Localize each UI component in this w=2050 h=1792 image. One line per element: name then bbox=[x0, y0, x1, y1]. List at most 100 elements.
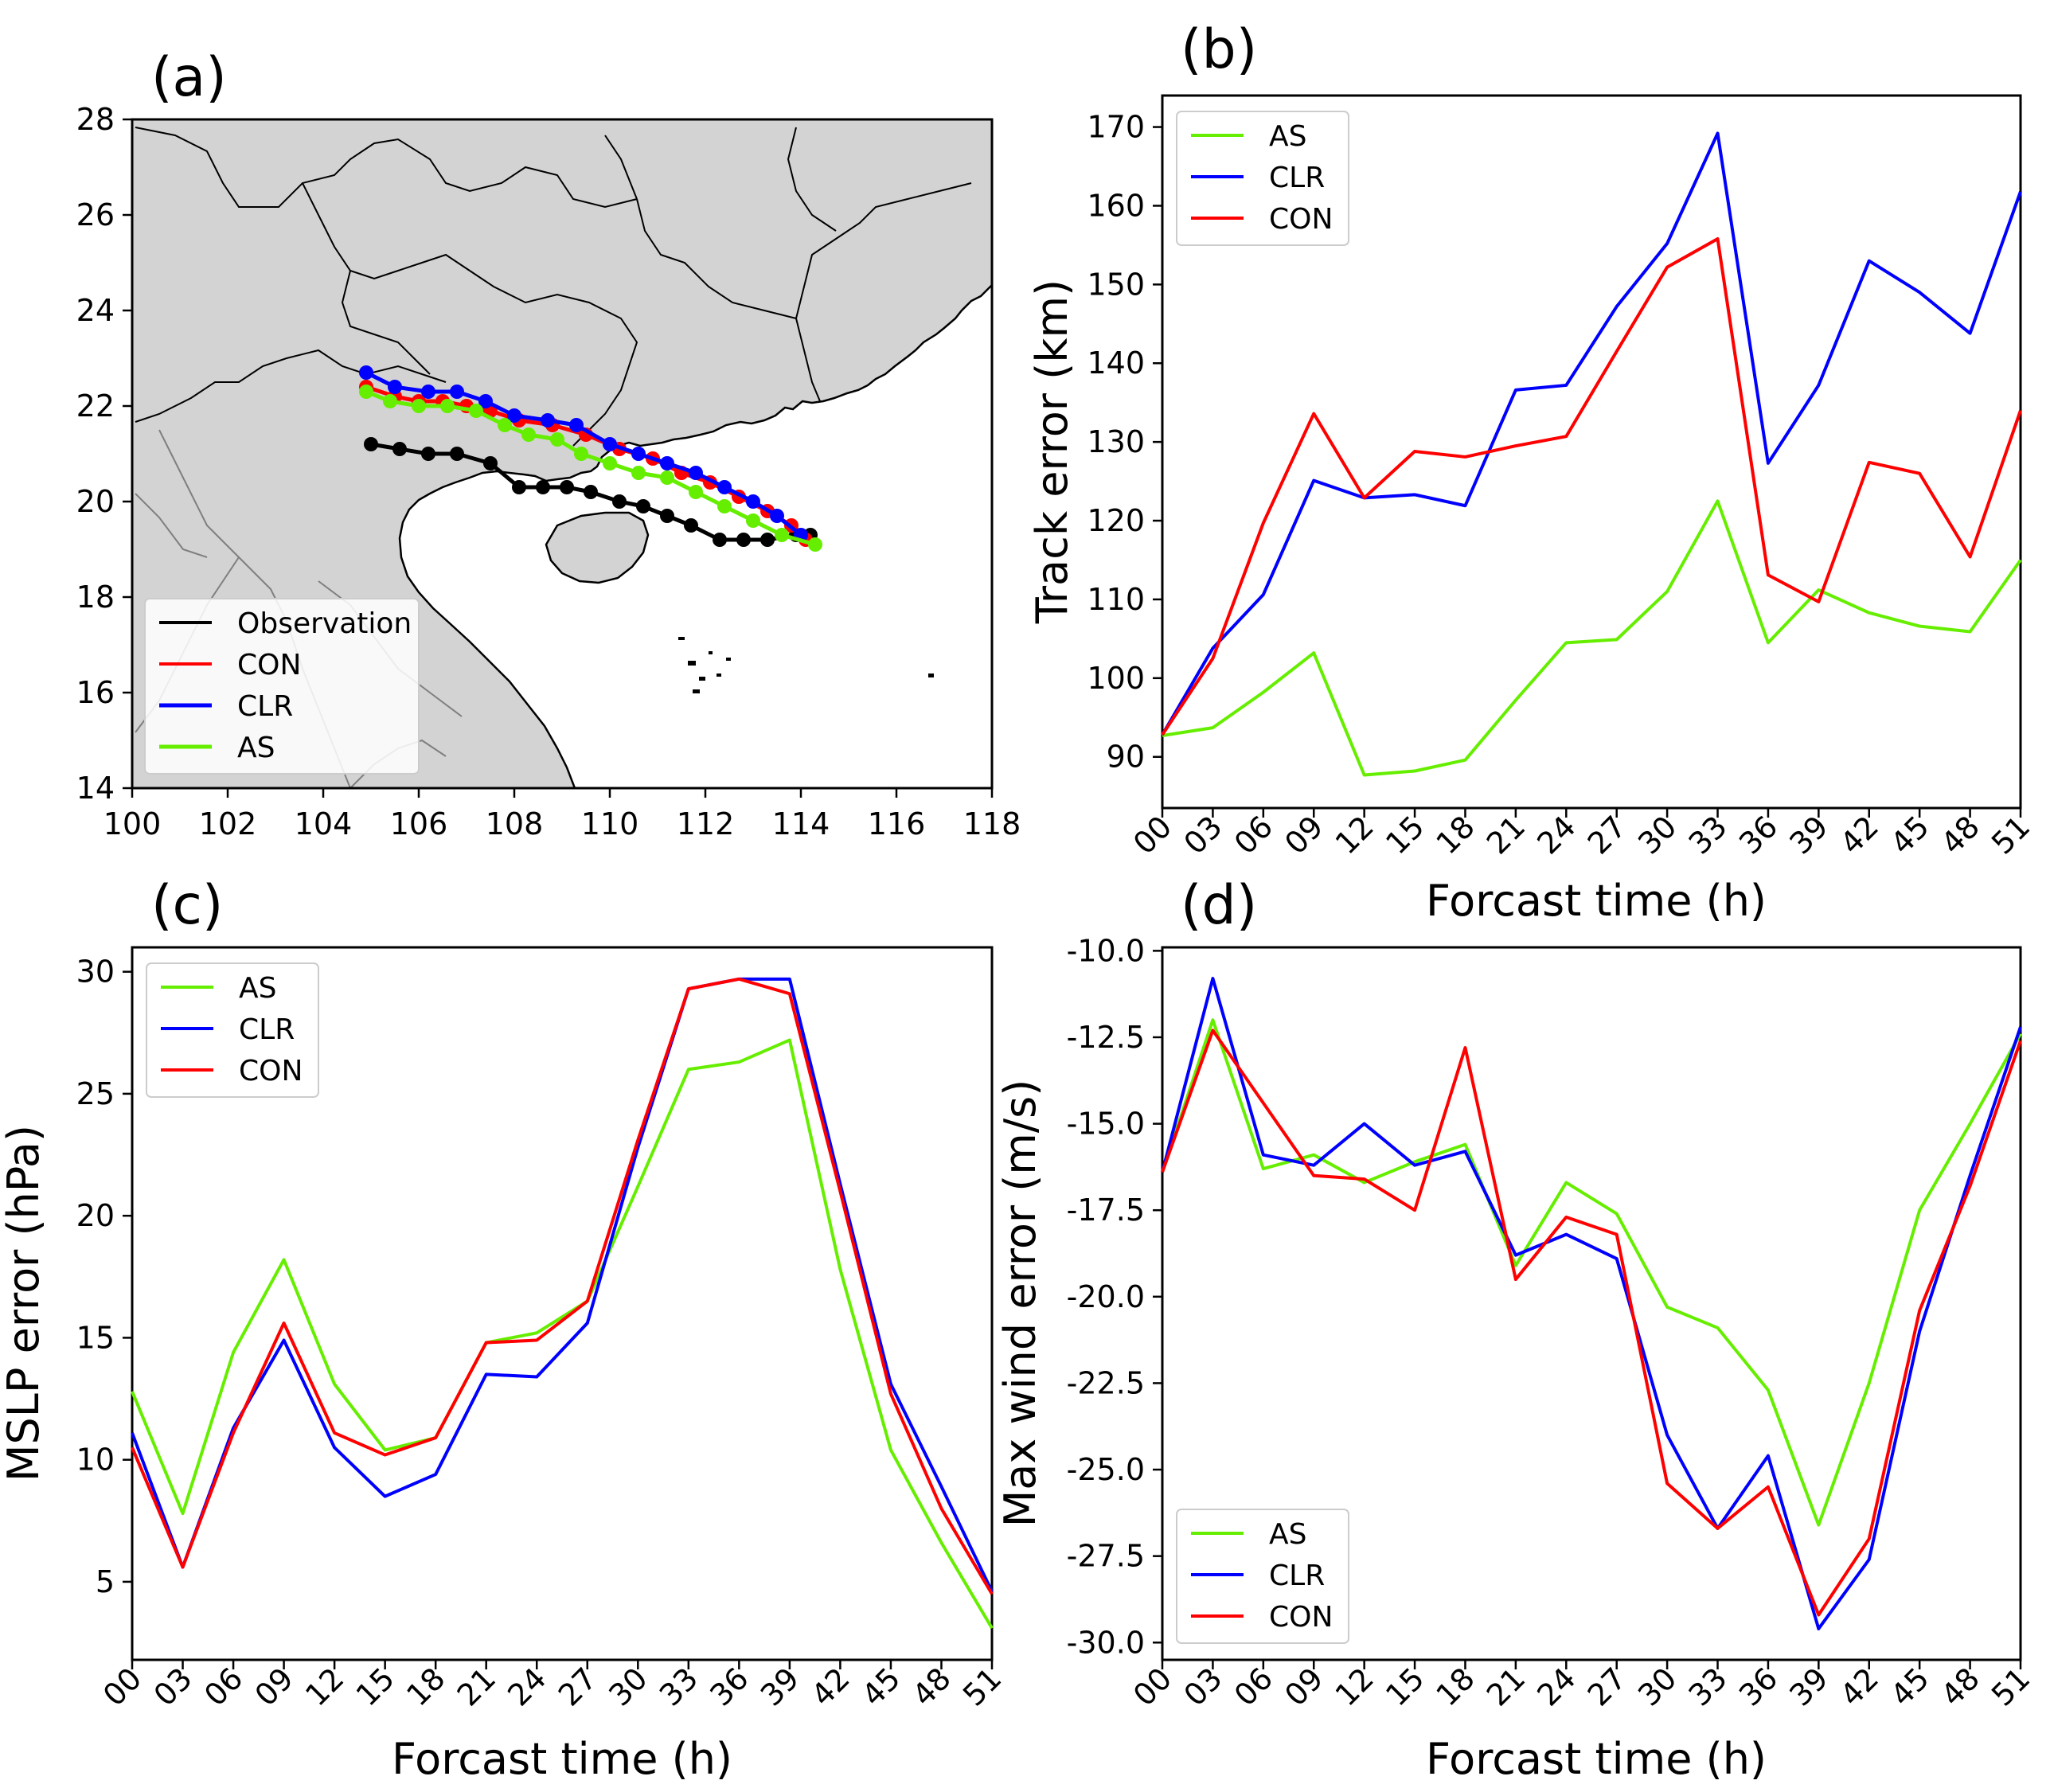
panel-b-ytick-label: 120 bbox=[1087, 503, 1145, 538]
panel-d-ylabel: Max wind error (m/s) bbox=[995, 1079, 1045, 1528]
panel-a-xtick-label: 112 bbox=[677, 806, 735, 841]
track-point-observation bbox=[364, 437, 378, 451]
track-point-clr bbox=[507, 408, 521, 423]
panel-a-ytick-label: 16 bbox=[76, 675, 115, 710]
panel-a-ytick-label: 26 bbox=[76, 197, 115, 232]
panel-c-label: (c) bbox=[151, 874, 223, 937]
panel-b-ytick-label: 150 bbox=[1087, 267, 1145, 302]
track-point-clr bbox=[689, 466, 703, 480]
panel-c-xtick-label: 00 bbox=[96, 1661, 148, 1712]
panel-c-mslp-error: (c) 000306091215182124273033363942454851… bbox=[0, 874, 1008, 1784]
panel-b-track-error: (b) 000306091215182124273033363942454851… bbox=[1027, 18, 2036, 926]
panel-d-xtick-label: 15 bbox=[1379, 1661, 1431, 1712]
legend-c-as-label: AS bbox=[239, 972, 276, 1005]
panel-d-xtick-label: 00 bbox=[1127, 1661, 1178, 1712]
track-point-as bbox=[631, 466, 646, 480]
panel-d-legend-box bbox=[1176, 1509, 1349, 1644]
track-point-clr bbox=[421, 385, 435, 399]
panel-a-ytick-label: 28 bbox=[76, 102, 115, 137]
panel-b-xtick-label: 21 bbox=[1480, 809, 1532, 861]
panel-c-series-as bbox=[131, 1038, 994, 1630]
panel-c-ytick-label: 15 bbox=[76, 1320, 115, 1355]
panel-a-xtick-label: 118 bbox=[963, 806, 1021, 841]
panel-c-series-con bbox=[131, 977, 994, 1595]
panel-c-xtick-label: 21 bbox=[451, 1661, 502, 1712]
legend-b-clr-label: CLR bbox=[1269, 162, 1325, 194]
track-point-clr bbox=[478, 394, 493, 408]
track-line-clr bbox=[365, 370, 802, 537]
panel-c-ylabel: MSLP error (hPa) bbox=[0, 1125, 49, 1482]
panel-c-ytick-label: 5 bbox=[96, 1564, 115, 1599]
panel-b-xtick-label: 45 bbox=[1884, 809, 1935, 861]
panel-d-xtick-label: 42 bbox=[1833, 1661, 1885, 1712]
track-point-observation bbox=[450, 447, 464, 461]
panel-d-xtick-label: 48 bbox=[1935, 1661, 1986, 1712]
track-point-observation bbox=[713, 533, 727, 547]
panel-d-legend: AS CLR CON bbox=[1176, 1509, 1349, 1644]
track-point-observation bbox=[483, 456, 498, 470]
track-point-observation bbox=[392, 442, 407, 456]
track-point-observation bbox=[736, 533, 751, 547]
panel-d-xtick-label: 33 bbox=[1682, 1661, 1734, 1712]
panel-c-lines bbox=[131, 977, 994, 1630]
panel-c-xtick-label: 12 bbox=[299, 1661, 350, 1712]
panel-d-ytick-label: -25.0 bbox=[1067, 1452, 1145, 1487]
panel-c-xtick-label: 24 bbox=[501, 1661, 553, 1712]
panel-b-ytick-label: 100 bbox=[1087, 661, 1145, 696]
panel-b-ytick-label: 110 bbox=[1087, 582, 1145, 617]
panel-d-ytick-label: -10.0 bbox=[1067, 933, 1145, 968]
panel-a-xtick-label: 116 bbox=[868, 806, 926, 841]
track-point-clr bbox=[359, 365, 373, 380]
panel-c-xtick-label: 51 bbox=[956, 1661, 1008, 1712]
track-point-observation bbox=[684, 518, 698, 533]
track-point-as bbox=[775, 528, 789, 542]
panel-b-xtick-label: 48 bbox=[1935, 809, 1986, 861]
panel-a-xtick-label: 102 bbox=[199, 806, 257, 841]
legend-c-clr-label: CLR bbox=[239, 1013, 295, 1046]
panel-b-xtick-label: 27 bbox=[1581, 809, 1633, 861]
panel-b-xtick-label: 51 bbox=[1985, 809, 2036, 861]
panel-b-legend: AS CLR CON bbox=[1176, 111, 1349, 246]
track-point-as bbox=[689, 485, 703, 499]
panel-a-xtick-label: 114 bbox=[772, 806, 830, 841]
panel-a-ytick-label: 22 bbox=[76, 388, 115, 424]
legend-d-con-label: CON bbox=[1269, 1601, 1333, 1634]
panel-b-ytick-label: 160 bbox=[1087, 188, 1145, 223]
panel-d-max-wind-error: (d) 000306091215182124273033363942454851… bbox=[995, 874, 2036, 1784]
panel-a-xtick-label: 106 bbox=[390, 806, 448, 841]
legend-a-observation-label: Observation bbox=[237, 607, 412, 640]
track-point-as bbox=[550, 432, 564, 447]
track-point-clr bbox=[603, 437, 617, 451]
panel-b-xtick-label: 09 bbox=[1278, 809, 1330, 861]
panel-c-xtick-label: 48 bbox=[906, 1661, 958, 1712]
track-point-observation bbox=[660, 509, 674, 523]
track-point-as bbox=[717, 499, 732, 513]
panel-c-xtick-label: 33 bbox=[653, 1661, 705, 1712]
panel-d-label: (d) bbox=[1181, 874, 1257, 937]
panel-d-series-as bbox=[1161, 1018, 2022, 1527]
panel-a-legend: Observation CON CLR AS bbox=[144, 598, 420, 775]
panel-b-ytick-label: 170 bbox=[1087, 110, 1145, 145]
track-point-as bbox=[440, 399, 455, 413]
map-land-hainan bbox=[545, 511, 650, 584]
track-point-as bbox=[603, 456, 617, 470]
track-point-observation bbox=[421, 447, 435, 461]
panel-d-ytick-label: -27.5 bbox=[1067, 1539, 1145, 1574]
panel-b-xtick-label: 12 bbox=[1329, 809, 1380, 861]
panel-a-ytick-label: 18 bbox=[76, 580, 115, 615]
legend-c-con-label: CON bbox=[239, 1055, 303, 1087]
panel-b-xtick-label: 36 bbox=[1732, 809, 1784, 861]
panel-d-xtick-label: 09 bbox=[1278, 1661, 1330, 1712]
panel-a-xtick-label: 110 bbox=[581, 806, 639, 841]
track-point-clr bbox=[450, 385, 464, 399]
panel-d-ytick-label: -17.5 bbox=[1067, 1193, 1145, 1228]
panel-d-xtick-label: 24 bbox=[1530, 1661, 1582, 1712]
panel-c-ytick-label: 30 bbox=[76, 955, 115, 990]
panel-d-ytick-label: -20.0 bbox=[1067, 1279, 1145, 1314]
map-boundaries bbox=[135, 127, 972, 447]
track-point-as bbox=[412, 399, 426, 413]
panel-b-xtick-label: 24 bbox=[1530, 809, 1582, 861]
map-islands bbox=[678, 637, 934, 693]
panel-a-xtick-label: 108 bbox=[486, 806, 544, 841]
